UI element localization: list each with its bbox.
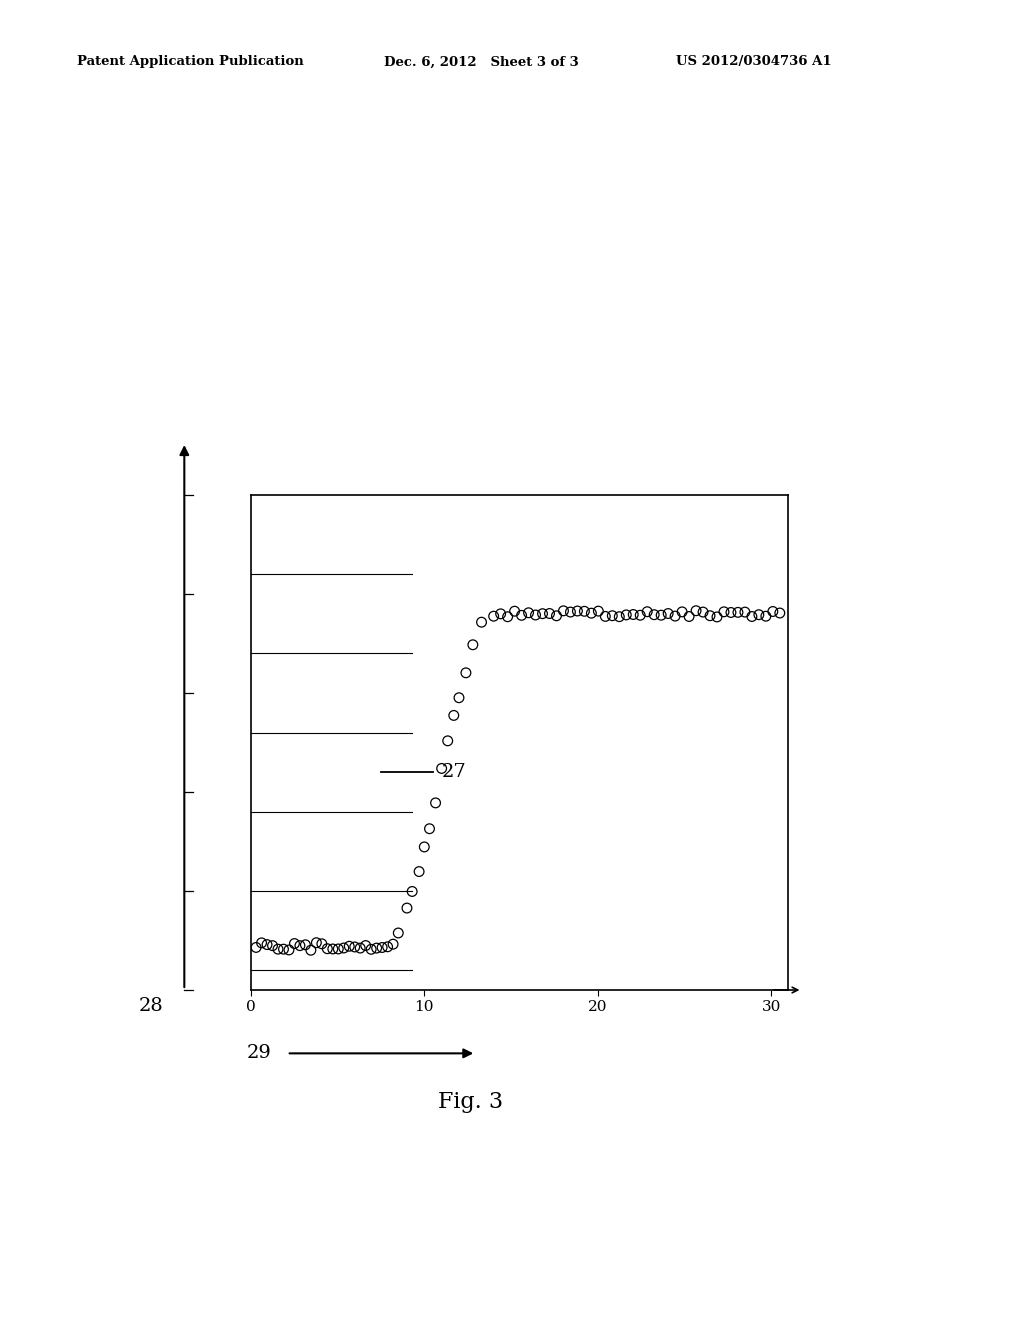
Point: [403, 880, 421, 902]
Point: [674, 602, 690, 623]
Point: [411, 861, 427, 882]
Point: [730, 602, 746, 623]
Point: [548, 606, 564, 627]
Point: [297, 935, 313, 956]
Point: [374, 937, 390, 958]
Point: [584, 603, 600, 624]
Point: [248, 937, 264, 958]
Point: [520, 602, 537, 623]
Point: [416, 837, 432, 858]
Point: [465, 634, 481, 655]
Point: [427, 792, 443, 813]
Point: [259, 935, 275, 956]
Text: 27: 27: [441, 763, 466, 781]
Point: [269, 939, 286, 960]
Text: Dec. 6, 2012   Sheet 3 of 3: Dec. 6, 2012 Sheet 3 of 3: [384, 55, 579, 69]
Point: [264, 935, 281, 956]
Point: [542, 603, 558, 624]
Point: [319, 939, 336, 960]
Point: [758, 606, 774, 627]
Point: [485, 606, 502, 627]
Point: [473, 611, 489, 632]
Point: [500, 606, 516, 627]
Point: [577, 601, 593, 622]
Point: [308, 932, 325, 953]
Point: [646, 605, 663, 626]
Point: [709, 606, 725, 627]
Point: [369, 937, 385, 958]
Text: 28: 28: [139, 997, 164, 1015]
Point: [390, 923, 407, 944]
Point: [562, 602, 579, 623]
Point: [611, 606, 628, 627]
Point: [313, 933, 330, 954]
Text: 29: 29: [247, 1044, 271, 1063]
Point: [433, 758, 450, 779]
Point: [667, 606, 683, 627]
Point: [597, 606, 613, 627]
Point: [723, 602, 739, 623]
Point: [439, 730, 456, 751]
Point: [303, 940, 319, 961]
Point: [751, 605, 767, 626]
Point: [632, 605, 648, 626]
Point: [604, 605, 621, 626]
Text: Patent Application Publication: Patent Application Publication: [77, 55, 303, 69]
Point: [357, 935, 374, 956]
Point: [639, 601, 655, 622]
Point: [736, 602, 753, 623]
Point: [527, 605, 544, 626]
Point: [659, 603, 676, 624]
Point: [716, 601, 732, 622]
Point: [772, 602, 788, 623]
Point: [653, 605, 670, 626]
Point: [451, 688, 467, 709]
Point: [292, 935, 308, 956]
Point: [695, 602, 712, 623]
Point: [681, 606, 697, 627]
Point: [493, 603, 509, 624]
Point: [346, 936, 362, 957]
Text: US 2012/0304736 A1: US 2012/0304736 A1: [676, 55, 831, 69]
Point: [330, 939, 346, 960]
Point: [701, 605, 718, 626]
Point: [507, 601, 523, 622]
Point: [445, 705, 462, 726]
Point: [569, 601, 586, 622]
Point: [688, 601, 705, 622]
Point: [625, 605, 641, 626]
Point: [743, 606, 760, 627]
Point: [385, 933, 401, 954]
Point: [513, 605, 529, 626]
Point: [253, 932, 269, 953]
Point: [352, 937, 369, 958]
Point: [336, 937, 352, 958]
Point: [287, 933, 303, 954]
Point: [281, 940, 297, 961]
Point: [325, 939, 341, 960]
Point: [341, 936, 357, 957]
Point: [555, 601, 571, 622]
Point: [275, 939, 292, 960]
Point: [765, 601, 781, 622]
Point: [535, 603, 551, 624]
Point: [421, 818, 437, 840]
Point: [398, 898, 415, 919]
Point: [380, 936, 396, 957]
Text: Fig. 3: Fig. 3: [438, 1092, 504, 1113]
Point: [458, 663, 474, 684]
Point: [590, 601, 606, 622]
Point: [362, 939, 379, 960]
Point: [618, 605, 635, 626]
